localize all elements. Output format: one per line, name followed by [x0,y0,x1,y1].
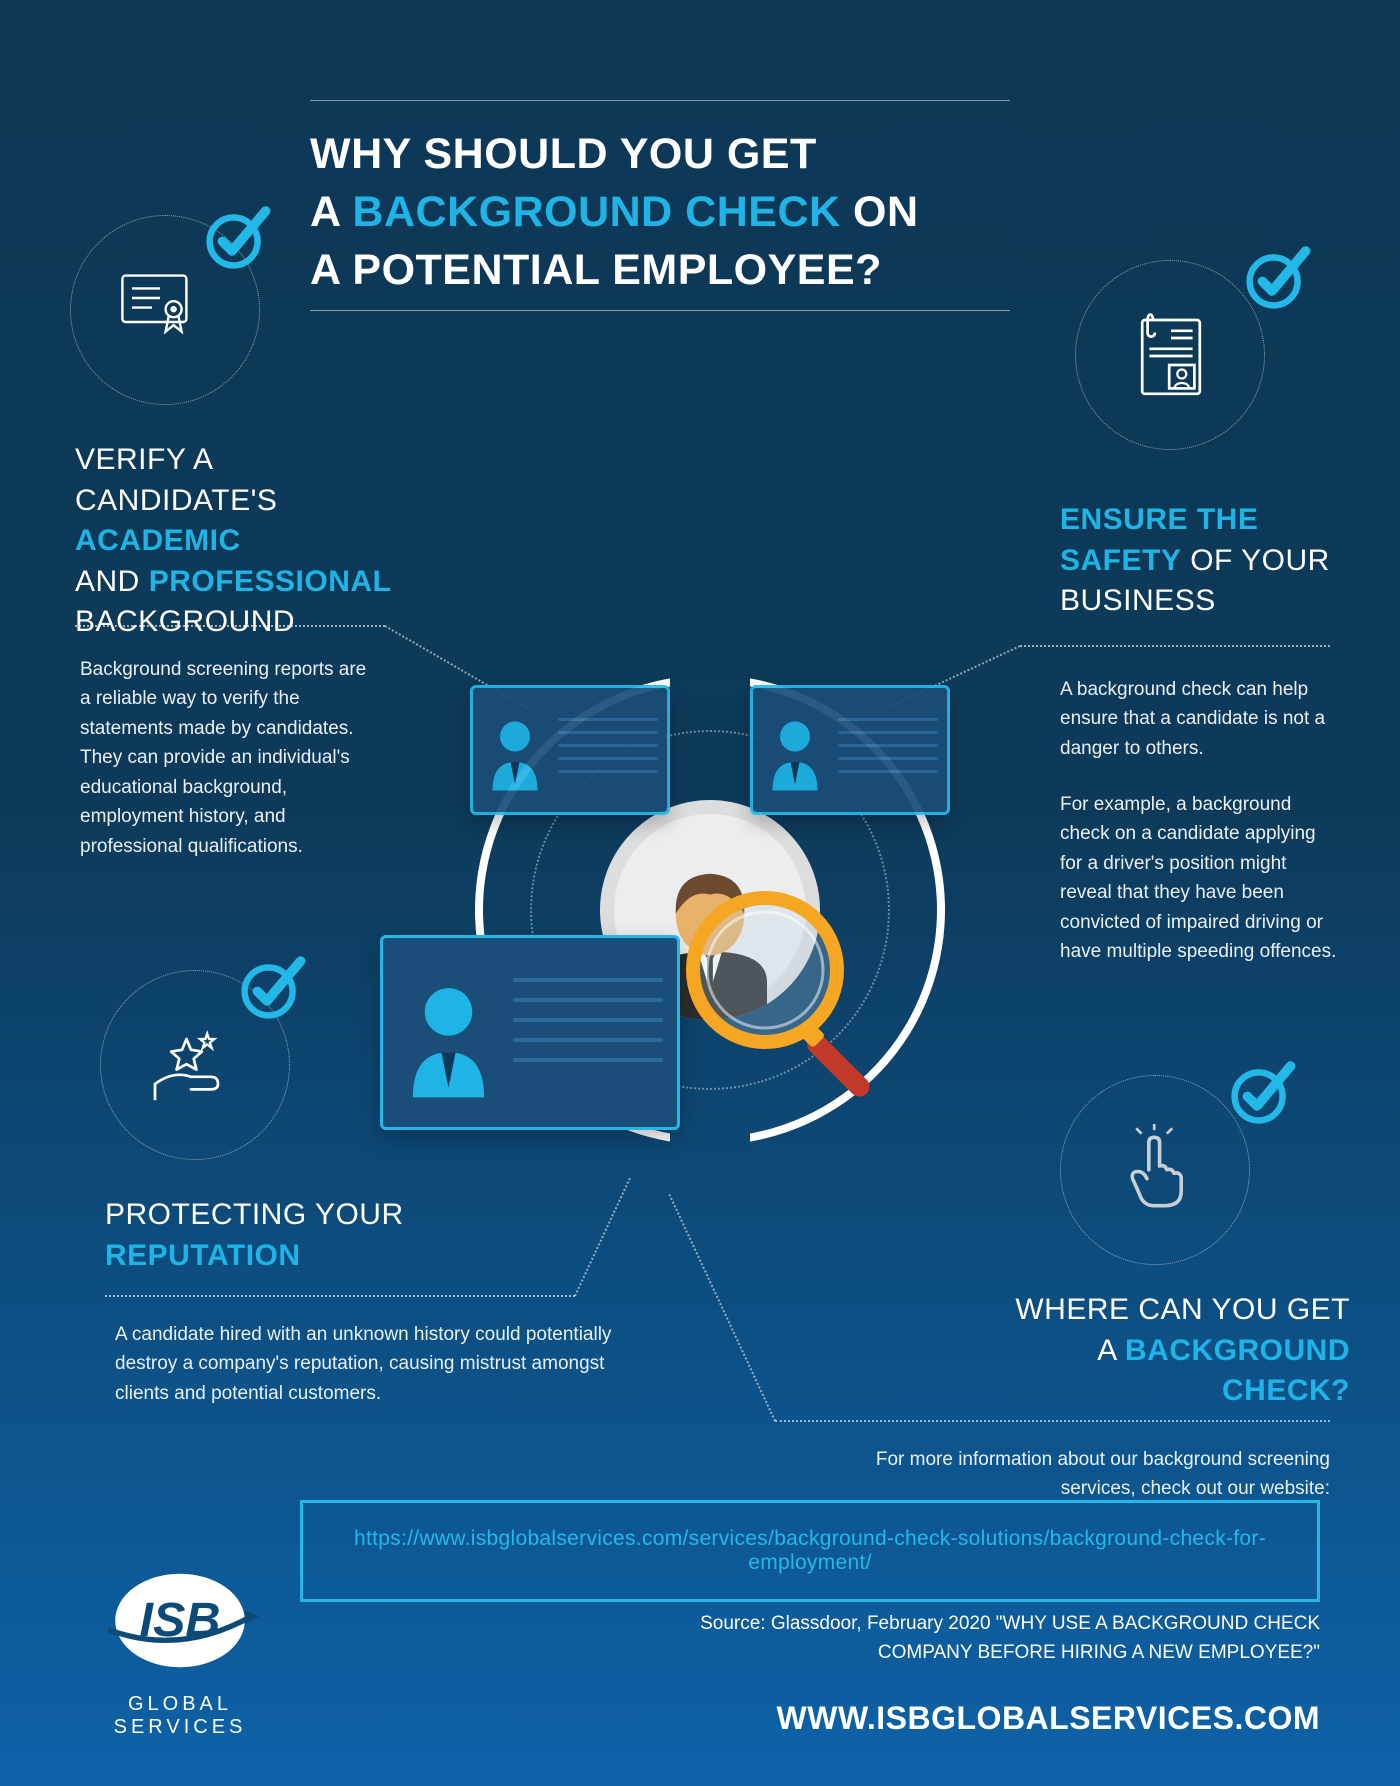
safety-check-icon [1240,235,1320,315]
silhouette-icon [765,703,825,803]
t: ACADEMIC [75,524,241,557]
t: VERIFY A [75,443,214,476]
arc-gap [670,655,750,695]
main-title: WHY SHOULD YOU GET A BACKGROUND CHECK ON… [310,125,1010,299]
t: BACKGROUND [75,605,295,638]
silhouette-icon [401,958,496,1118]
safety-body1: A background check can help ensure that … [1060,675,1340,763]
url-text: https://www.isbglobalservices.com/servic… [354,1527,1266,1574]
t: ENSURE THE [1060,503,1258,536]
magnifier-icon [675,880,895,1100]
where-heading-block: WHERE CAN YOU GET A BACKGROUND CHECK? [990,1290,1350,1412]
safety-heading: ENSURE THE SAFETY OF YOUR BUSINESS [1060,500,1360,622]
safety-circle [1075,260,1265,450]
arc-gap [670,1125,750,1165]
reputation-body: A candidate hired with an unknown histor… [115,1320,655,1408]
where-circle [1060,1075,1250,1265]
title-line1: WHY SHOULD YOU GET [310,130,817,178]
document-clip-icon [1126,306,1216,406]
reputation-divider [105,1295,575,1297]
card-lines [558,718,658,783]
isb-logo-icon: ISB [90,1570,270,1680]
t: BUSINESS [1060,584,1216,617]
safety-divider [1020,645,1330,647]
title-line2b: ON [841,188,919,236]
where-divider [775,1420,1330,1422]
t: ? [1331,1374,1350,1407]
card-lines [513,978,663,1078]
t: PROFESSIONAL [149,565,392,598]
click-hand-icon [1111,1124,1201,1219]
t: PROTECTING YOUR [105,1198,404,1231]
footer-url: WWW.ISBGLOBALSERVICES.COM [640,1700,1320,1737]
where-connector [668,1194,775,1421]
certificate-icon [106,266,206,346]
where-check-icon [1225,1050,1305,1130]
verify-divider [75,625,385,627]
source-text: Source: Glassdoor, February 2020 "WHY US… [640,1610,1320,1667]
t: REPUTATION [105,1239,301,1272]
infographic-root: WHY SHOULD YOU GET A BACKGROUND CHECK ON… [0,0,1400,1786]
reputation-heading-block: PROTECTING YOUR REPUTATION [105,1195,445,1276]
t: BACKGROUND CHECK [1125,1334,1350,1408]
verify-body: Background screening reports are a relia… [80,655,370,861]
verify-heading: VERIFY A CANDIDATE'S ACADEMIC AND PROFES… [75,440,415,643]
profile-card-icon [750,685,950,815]
t: A [1097,1334,1125,1367]
title-line3: A POTENTIAL EMPLOYEE? [310,246,882,294]
t: SAFETY [1060,544,1181,577]
title-rule-top [310,100,1010,101]
reputation-heading: PROTECTING YOUR REPUTATION [105,1195,445,1276]
where-heading: WHERE CAN YOU GET A BACKGROUND CHECK? [990,1290,1350,1412]
profile-card-icon [470,685,670,815]
t: WHERE CAN YOU GET [1015,1293,1350,1326]
url-box[interactable]: https://www.isbglobalservices.com/servic… [300,1500,1320,1602]
title-accent: BACKGROUND CHECK [352,188,840,236]
title-line2a: A [310,188,352,236]
t: OF YOUR [1181,544,1329,577]
verify-check-icon [200,195,280,275]
logo-subtitle: GLOBAL SERVICES [80,1693,280,1739]
safety-body2: For example, a background check on a can… [1060,790,1340,967]
t: CANDIDATE'S [75,484,277,517]
silhouette-icon [485,703,545,803]
isb-logo: ISB GLOBAL SERVICES [80,1570,280,1739]
hand-stars-icon [136,1021,246,1111]
title-rule-bottom [310,310,1010,311]
where-body: For more information about our backgroun… [850,1445,1330,1504]
safety-heading-block: ENSURE THE SAFETY OF YOUR BUSINESS [1060,500,1360,622]
profile-card-large-icon [380,935,680,1130]
central-illustration [430,645,990,1205]
reputation-check-icon [235,945,315,1025]
card-lines [838,718,938,783]
t: AND [75,565,149,598]
verify-heading-block: VERIFY A CANDIDATE'S ACADEMIC AND PROFES… [75,440,415,643]
